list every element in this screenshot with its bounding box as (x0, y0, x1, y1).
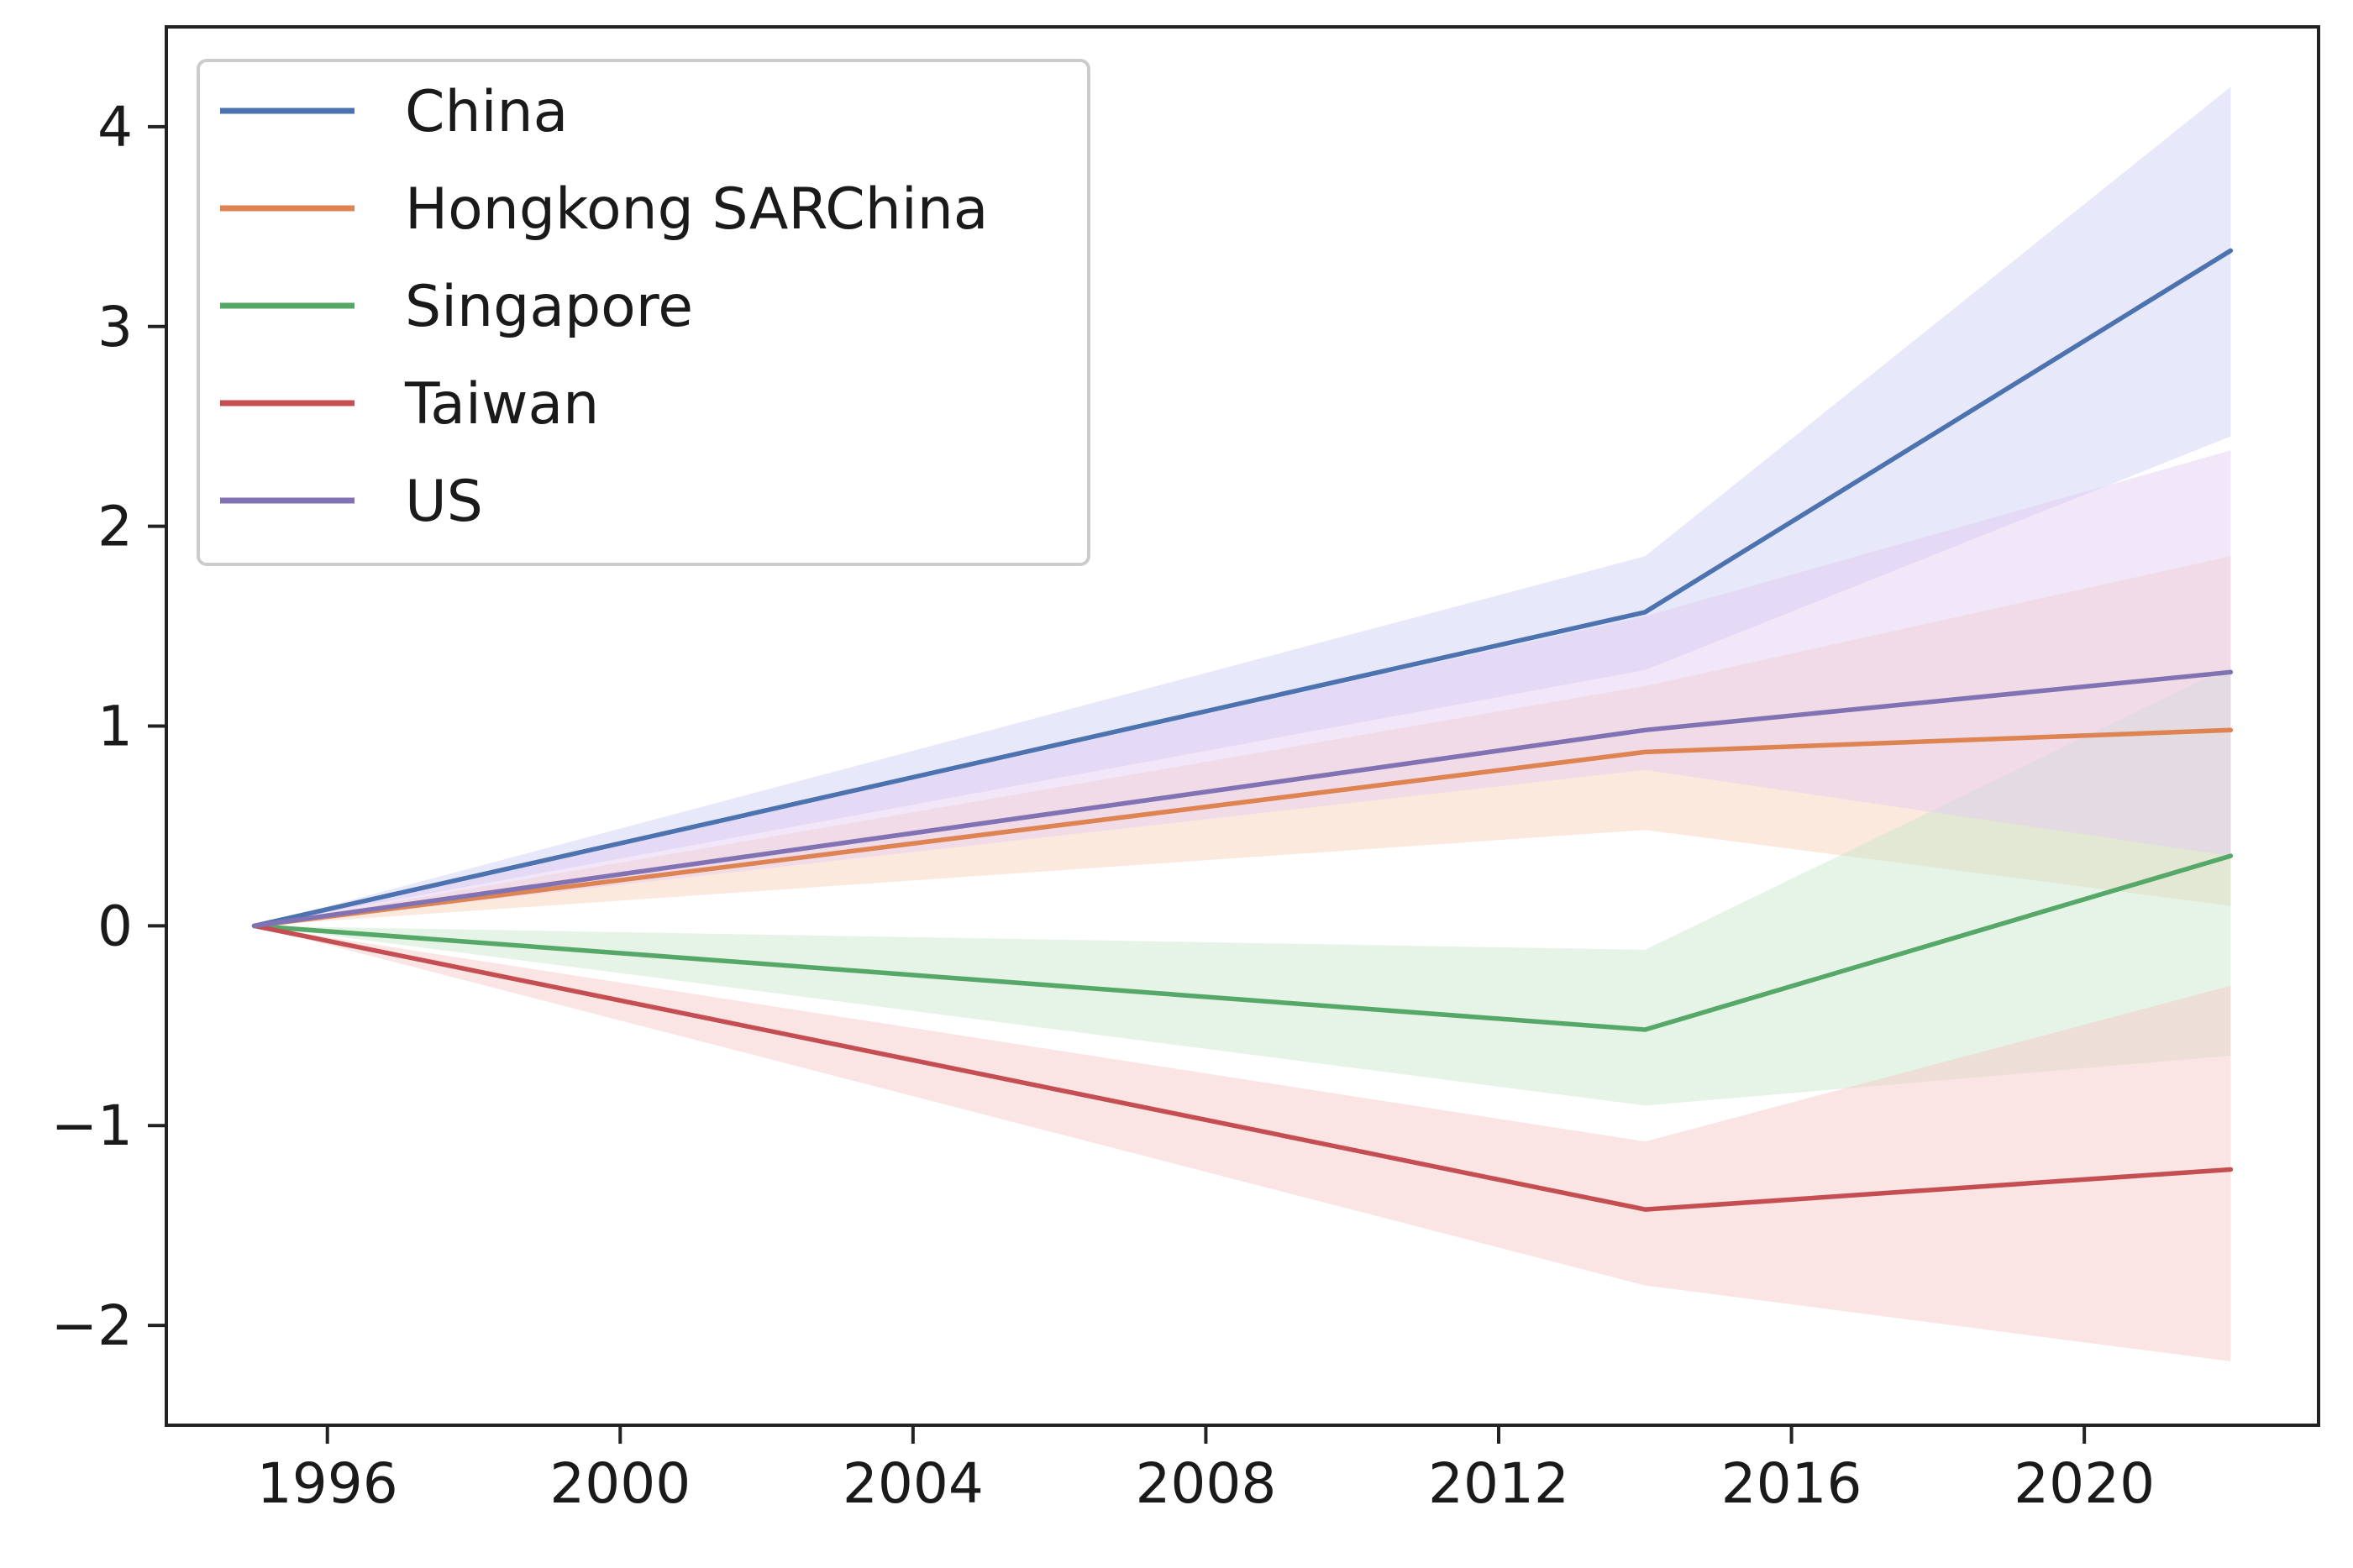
x-tick-label: 2004 (843, 1451, 984, 1516)
series-lines (251, 248, 2234, 1212)
y-tick-label: −2 (51, 1293, 133, 1358)
series-line-singapore (251, 853, 2234, 1032)
x-tick-label: 2008 (1135, 1451, 1276, 1516)
x-tick-label: 2016 (1721, 1451, 1862, 1516)
y-tick-label: 1 (97, 695, 133, 759)
legend-label-singapore: Singapore (405, 274, 693, 340)
legend-box (197, 59, 1090, 566)
x-axis: 1996 2000 2004 2008 2012 2016 2020 (257, 1425, 2155, 1516)
y-tick-label: 3 (97, 295, 133, 359)
series-line-hongkong-sarchina (251, 727, 2234, 929)
band-singapore (254, 666, 2231, 1106)
x-tick-label: 1996 (257, 1451, 398, 1516)
band-hongkong-sarchina (254, 556, 2231, 926)
y-tick-label: 4 (97, 95, 133, 160)
legend-label-china: China (405, 79, 568, 145)
band-taiwan (254, 926, 2231, 1361)
series-line-taiwan (251, 923, 2234, 1212)
confidence-bands (254, 87, 2231, 1361)
legend-label-us: US (405, 469, 483, 535)
legend-label-hongkong-sarchina: Hongkong SARChina (405, 176, 988, 243)
y-axis: −2 −1 0 1 2 3 4 (51, 95, 166, 1358)
y-tick-label: 2 (97, 495, 133, 559)
y-tick-label: 0 (97, 894, 133, 958)
legend-label-taiwan: Taiwan (404, 371, 599, 438)
x-tick-label: 2020 (2014, 1451, 2155, 1516)
band-china (254, 87, 2231, 926)
x-tick-label: 2012 (1428, 1451, 1569, 1516)
legend: China Hongkong SARChina Singapore Taiwan US (197, 59, 1090, 566)
series-line-us (251, 669, 2234, 929)
series-line-china (251, 248, 2234, 929)
x-tick-label: 2000 (549, 1451, 691, 1516)
band-us (254, 450, 2231, 926)
y-tick-label: −1 (51, 1093, 133, 1158)
